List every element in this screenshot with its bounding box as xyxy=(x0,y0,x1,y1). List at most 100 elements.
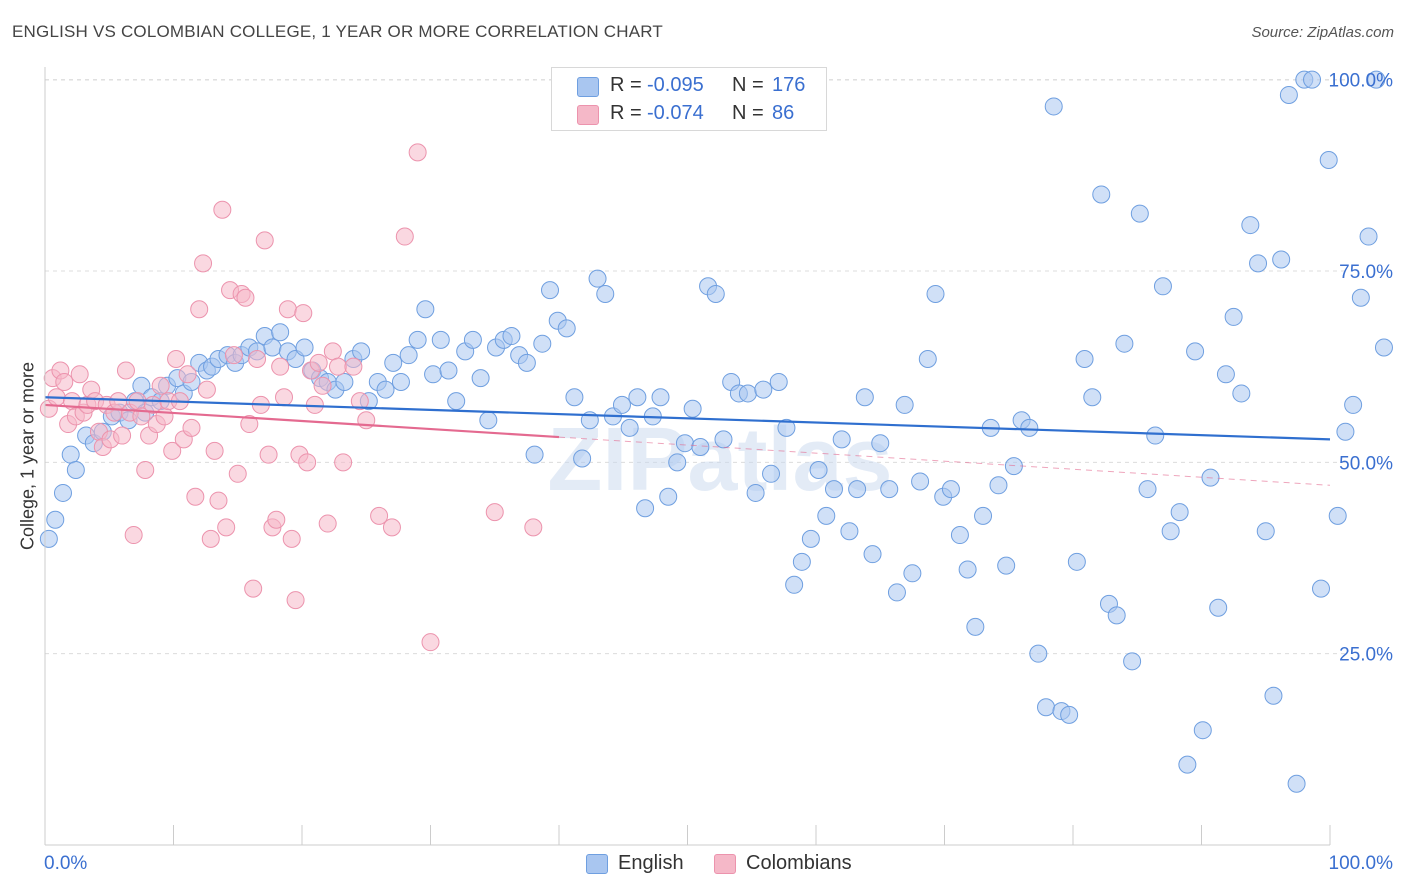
data-point xyxy=(201,529,220,548)
data-point xyxy=(151,376,170,395)
data-point xyxy=(792,552,811,571)
data-point xyxy=(391,372,410,391)
data-point xyxy=(1067,552,1086,571)
data-point xyxy=(431,330,450,349)
data-point xyxy=(1328,506,1347,525)
english-swatch xyxy=(577,77,599,97)
data-point xyxy=(738,384,757,403)
legend-n-label: N = xyxy=(732,74,764,96)
data-point xyxy=(817,506,836,525)
data-point xyxy=(762,464,781,483)
data-point xyxy=(209,491,228,510)
data-point xyxy=(769,372,788,391)
data-point xyxy=(61,445,80,464)
data-point xyxy=(855,388,874,407)
colombians-swatch xyxy=(577,105,599,125)
data-point xyxy=(323,342,342,361)
y-axis-label: College, 1 year or more xyxy=(17,361,38,551)
data-point xyxy=(1130,204,1149,223)
data-point xyxy=(313,376,332,395)
data-point xyxy=(714,430,733,449)
legend-r-value: -0.074 xyxy=(647,102,704,124)
data-point xyxy=(1216,365,1235,384)
data-point xyxy=(1170,503,1189,522)
data-point xyxy=(1272,250,1291,269)
data-point xyxy=(1287,774,1306,793)
data-point xyxy=(683,399,702,418)
data-point xyxy=(194,254,213,273)
data-point xyxy=(294,304,313,323)
data-point xyxy=(334,453,353,472)
data-point xyxy=(541,281,560,300)
data-point xyxy=(926,284,945,303)
data-point xyxy=(871,434,890,453)
data-point xyxy=(70,365,89,384)
data-point xyxy=(880,480,899,499)
data-point xyxy=(565,388,584,407)
data-point xyxy=(163,441,182,460)
data-point xyxy=(244,579,263,598)
data-point xyxy=(1359,227,1378,246)
data-point xyxy=(832,430,851,449)
data-point xyxy=(255,231,274,250)
legend-n-value: 86 xyxy=(772,102,795,124)
series-english-points xyxy=(39,70,1393,793)
x-tick-label-max: 100.0% xyxy=(1329,853,1394,874)
y-tick-label: 50.0% xyxy=(1339,453,1393,474)
data-point xyxy=(186,487,205,506)
data-point xyxy=(863,545,882,564)
trend-line-english xyxy=(44,396,1331,441)
chart-title: ENGLISH VS COLOMBIAN COLLEGE, 1 YEAR OR … xyxy=(12,22,663,41)
data-point xyxy=(248,350,267,369)
data-point xyxy=(1146,426,1165,445)
data-point xyxy=(155,407,174,426)
data-point xyxy=(1123,652,1142,671)
data-point xyxy=(533,334,552,353)
data-point xyxy=(376,380,395,399)
y-tick-label: 25.0% xyxy=(1339,645,1393,666)
data-point xyxy=(1153,277,1172,296)
data-point xyxy=(282,529,301,548)
data-point xyxy=(295,338,314,357)
data-point xyxy=(485,503,504,522)
data-point xyxy=(958,560,977,579)
data-point xyxy=(278,300,297,319)
data-point xyxy=(777,418,796,437)
data-point xyxy=(352,342,371,361)
data-point xyxy=(298,453,317,472)
data-point xyxy=(1161,522,1180,541)
data-point xyxy=(275,388,294,407)
data-point xyxy=(596,284,615,303)
data-point xyxy=(408,143,427,162)
data-point xyxy=(439,361,458,380)
x-tick-label-min: 0.0% xyxy=(44,853,87,874)
data-point xyxy=(286,591,305,610)
data-point xyxy=(628,388,647,407)
data-point xyxy=(1075,350,1094,369)
data-point xyxy=(421,633,440,652)
data-point xyxy=(178,365,197,384)
data-point xyxy=(182,418,201,437)
y-tick-label: 75.0% xyxy=(1339,262,1393,283)
data-point xyxy=(785,575,804,594)
data-point xyxy=(167,350,186,369)
data-point xyxy=(1178,755,1197,774)
data-point xyxy=(636,499,655,518)
data-point xyxy=(335,372,354,391)
data-point xyxy=(1060,705,1079,724)
data-point xyxy=(46,510,65,529)
data-point xyxy=(573,449,592,468)
trend-line-colombians-extrapolated xyxy=(558,436,1331,486)
data-point xyxy=(1138,480,1157,499)
data-point xyxy=(479,411,498,430)
data-point xyxy=(267,510,286,529)
data-point xyxy=(408,330,427,349)
data-point xyxy=(1004,457,1023,476)
data-point xyxy=(989,476,1008,495)
data-point xyxy=(997,556,1016,575)
data-point xyxy=(754,380,773,399)
data-point xyxy=(903,564,922,583)
legend-row-english: R = -0.095 N = 176 xyxy=(552,72,826,100)
data-point xyxy=(463,330,482,349)
legend-r-label: R = xyxy=(610,74,642,96)
